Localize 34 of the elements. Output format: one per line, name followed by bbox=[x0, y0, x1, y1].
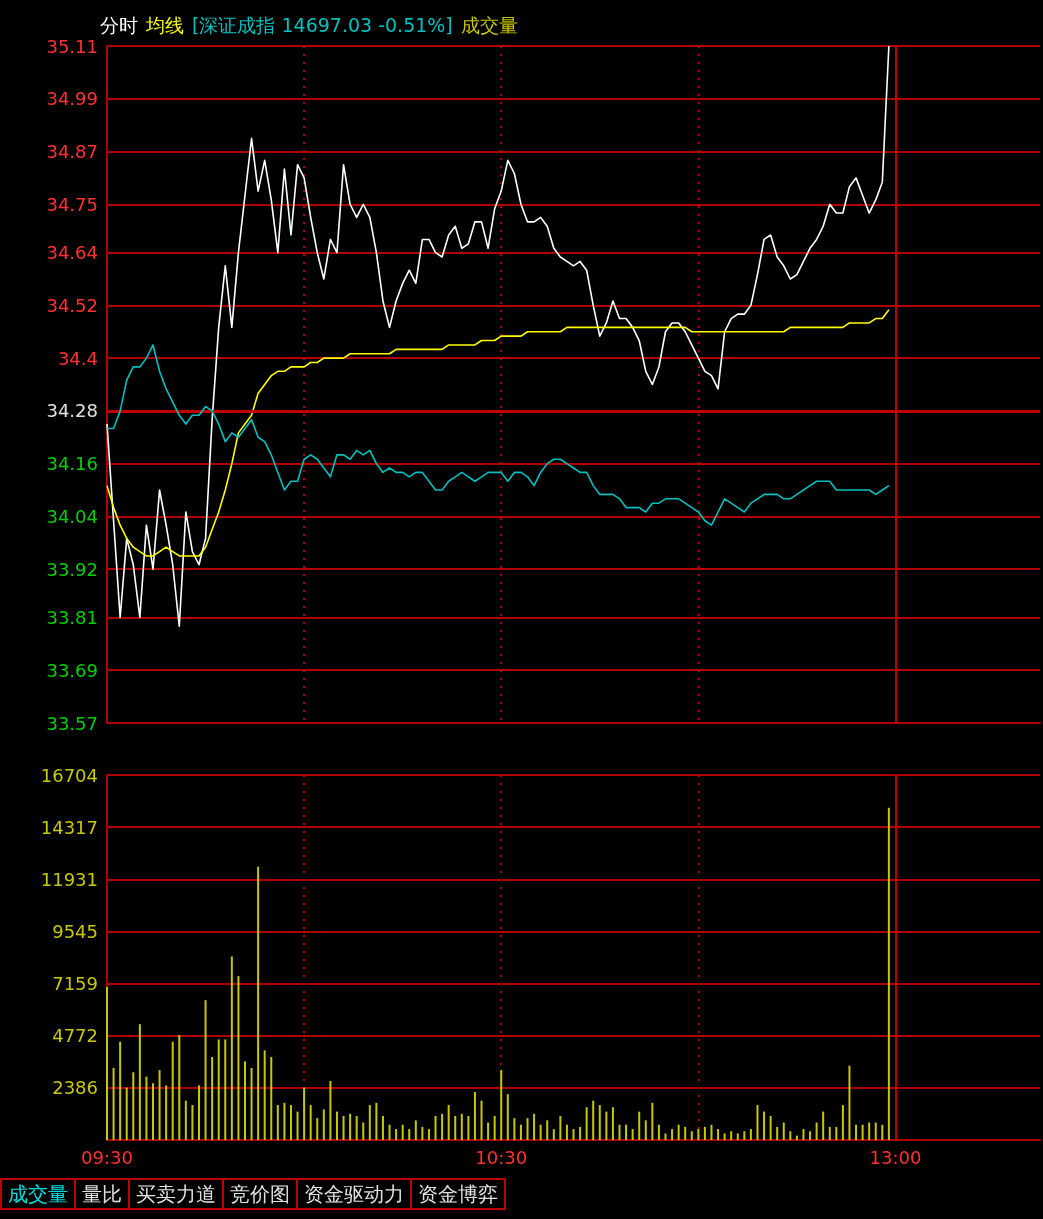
y-tick-label: 34.04 bbox=[46, 505, 98, 527]
y-tick-label: 7159 bbox=[52, 973, 98, 995]
y-tick-label: 34.28 bbox=[46, 400, 98, 422]
y-tick-label: 35.11 bbox=[46, 35, 98, 57]
text: [深证成指 14697.03 -0.51%] bbox=[192, 14, 453, 36]
y-tick-label: 34.99 bbox=[46, 88, 98, 110]
text: 均线 bbox=[146, 14, 184, 36]
y-tick-label: 33.69 bbox=[46, 659, 98, 681]
y-tick-label: 2386 bbox=[52, 1077, 98, 1099]
y-tick-label: 4772 bbox=[52, 1025, 98, 1047]
x-tick-label: 10:30 bbox=[475, 1146, 528, 1168]
y-tick-label: 14317 bbox=[40, 816, 98, 838]
text: 竞价图 bbox=[224, 1178, 298, 1210]
y-tick-label: 9545 bbox=[52, 920, 98, 942]
y-tick-label: 33.92 bbox=[46, 558, 98, 580]
y-tick-label: 34.87 bbox=[46, 141, 98, 163]
y-tick-label: 34.16 bbox=[46, 453, 98, 475]
y-tick-label: 11931 bbox=[40, 868, 98, 890]
text: 分时 bbox=[100, 14, 138, 36]
y-tick-label: 16704 bbox=[40, 764, 98, 786]
text: 买卖力道 bbox=[130, 1178, 224, 1210]
text: 量比 bbox=[76, 1178, 130, 1210]
text: 成交量 bbox=[460, 14, 518, 36]
y-tick-label: 34.52 bbox=[46, 294, 98, 316]
text: 成交量 bbox=[0, 1178, 76, 1210]
x-tick-label: 13:00 bbox=[869, 1146, 922, 1168]
text: 资金驱动力 bbox=[298, 1178, 412, 1210]
y-tick-label: 33.57 bbox=[46, 712, 98, 734]
y-tick-label: 34.75 bbox=[46, 193, 98, 215]
text: 资金博弈 bbox=[412, 1178, 506, 1210]
y-tick-label: 34.4 bbox=[57, 347, 98, 369]
x-tick-label: 09:30 bbox=[81, 1146, 133, 1168]
y-tick-label: 33.81 bbox=[46, 606, 98, 628]
y-tick-label: 34.64 bbox=[46, 242, 98, 264]
